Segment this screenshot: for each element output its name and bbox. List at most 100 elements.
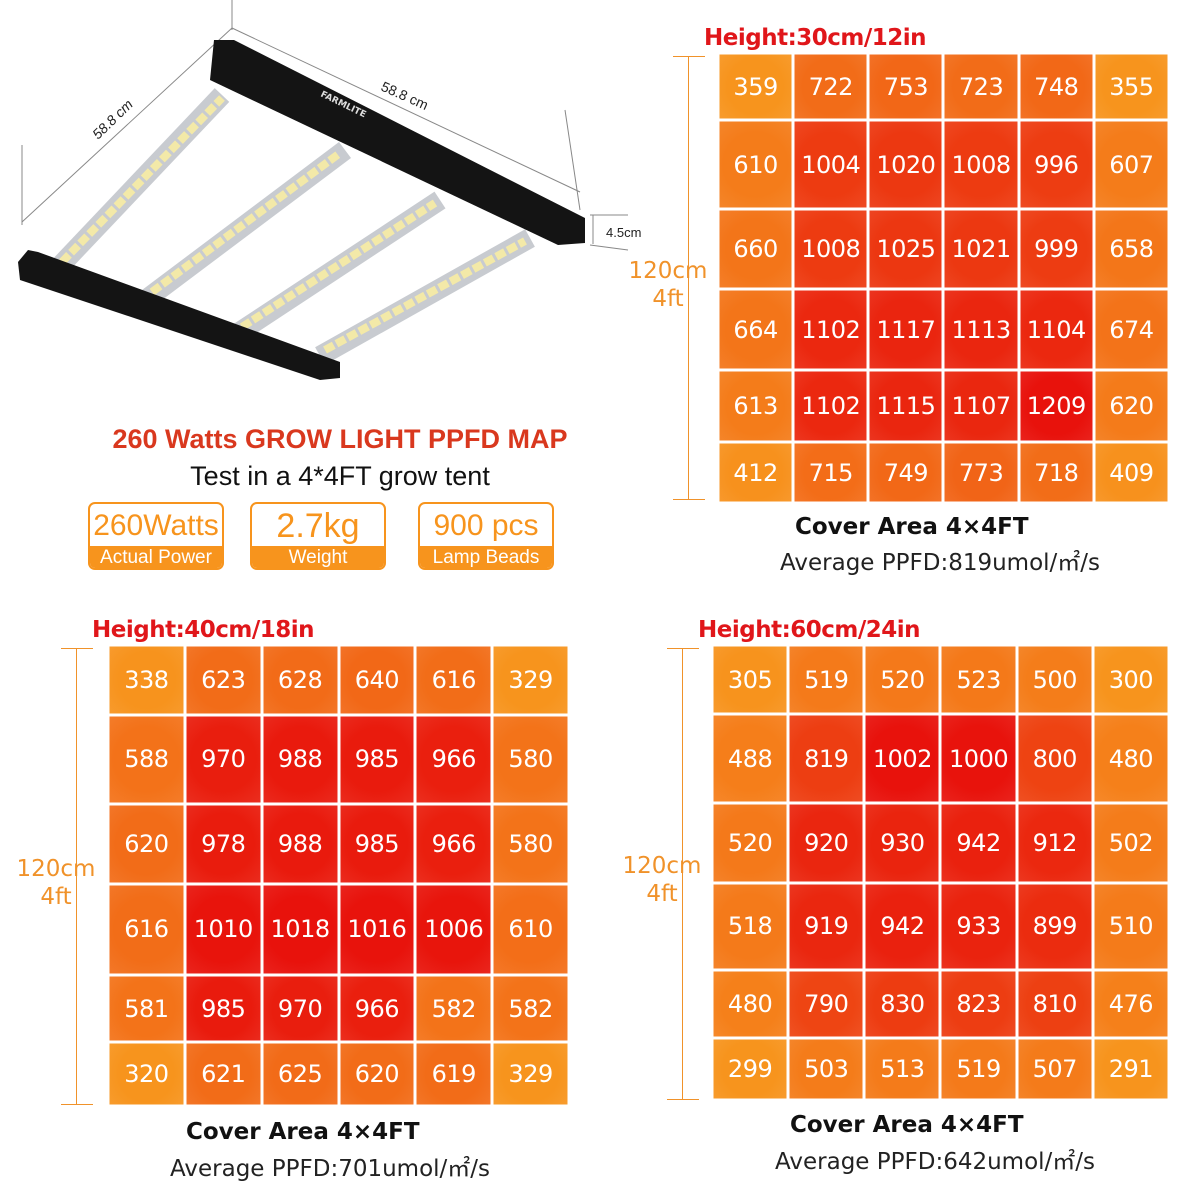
depth-dimension: 58.8 cm (89, 96, 136, 142)
heatmap-cell: 1117 (868, 289, 944, 370)
ppfd-heatmap-40cm: 338 623 628 640 616 329 588 970 988 985 966 580 620 9… (108, 645, 569, 1106)
heatmap-cell: 658 (1093, 209, 1169, 289)
heatmap-cell: 823 (940, 969, 1017, 1038)
heatmap-cell: 412 (718, 442, 794, 503)
heatmap-cell: 919 (788, 882, 865, 970)
heatmap-cell: 920 (788, 803, 865, 883)
heatmap-cell: 476 (1092, 969, 1169, 1038)
heatmap-cell: 616 (108, 884, 185, 975)
heatmap-cell: 338 (108, 645, 185, 715)
heatmap-cell: 1016 (338, 884, 416, 975)
heatmap-cell: 988 (261, 804, 339, 885)
heatmap-cell: 580 (492, 714, 569, 805)
badge-label: Actual Power (90, 546, 222, 568)
heatmap-cell: 1021 (943, 209, 1019, 289)
heatmap-cell: 978 (184, 804, 262, 885)
heatmap-cell: 518 (712, 882, 789, 970)
heatmap-cell: 581 (108, 974, 185, 1043)
heatmap-title: Height:40cm/18in (92, 617, 315, 643)
heatmap-cell: 966 (415, 804, 493, 885)
axis-line (61, 648, 93, 1105)
heatmap-cell: 359 (718, 53, 794, 120)
heatmap-cell: 503 (788, 1037, 865, 1100)
heatmap-cell: 610 (492, 884, 569, 975)
heatmap-cell: 1008 (793, 209, 869, 289)
headline-subtitle: Test in a 4*4FT grow tent (190, 461, 490, 491)
heatmap-cell: 500 (1016, 645, 1093, 715)
heatmap-cell: 513 (864, 1037, 941, 1100)
heatmap-average: Average PPFD:701umol/㎡/s (170, 1156, 491, 1182)
axis-line (667, 648, 699, 1100)
heatmap-cell: 625 (261, 1042, 339, 1106)
heatmap-cell: 409 (1093, 442, 1169, 503)
bottom-bar (18, 250, 340, 380)
heatmap-cell: 899 (1016, 882, 1093, 970)
badge-lamp-beads: 900 pcs Lamp Beads (418, 502, 554, 570)
heatmap-cell: 588 (108, 714, 185, 805)
heatmap-average: Average PPFD:642umol/㎡/s (775, 1149, 1096, 1175)
heatmap-cell: 1115 (868, 370, 944, 442)
heatmap-cell: 810 (1016, 969, 1093, 1038)
heatmap-cell: 753 (868, 53, 944, 120)
badge-label: Lamp Beads (420, 546, 552, 568)
heatmap-cell: 723 (943, 53, 1019, 120)
heatmap-title: Height:60cm/24in (698, 617, 921, 643)
heatmap-cell: 582 (492, 974, 569, 1043)
heatmap-cell: 620 (108, 804, 185, 885)
dimension-lines (21, 0, 629, 251)
badge-label: Weight (252, 546, 384, 568)
grow-light-product-image: FARMLITE 58.8 cm 58.8 cm 4.5cm (18, 0, 641, 380)
heatmap-cell: 996 (1018, 120, 1094, 209)
heatmap-cell: 329 (492, 1042, 569, 1106)
heatmap-cell: 966 (415, 714, 493, 805)
heatmap-cell: 660 (718, 209, 794, 289)
heatmap-cell: 616 (415, 645, 493, 715)
heatmap-cell: 1004 (793, 120, 869, 209)
axis-label-ft: 4ft (646, 881, 678, 907)
heatmap-cell: 520 (864, 645, 941, 715)
heatmap-cell: 619 (415, 1042, 493, 1106)
heatmap-cell: 519 (788, 645, 865, 715)
heatmap-cell: 329 (492, 645, 569, 715)
heatmap-cell: 510 (1092, 882, 1169, 970)
badge-power: 260Watts Actual Power (88, 502, 224, 570)
heatmap-cell: 480 (712, 969, 789, 1038)
heatmap-cell: 613 (718, 370, 794, 442)
heatmap-cell: 1102 (793, 289, 869, 370)
heatmap-cell: 790 (788, 969, 865, 1038)
heatmap-cell: 1102 (793, 370, 869, 442)
height-dimension: 4.5cm (606, 225, 641, 240)
badge-value: 260Watts (93, 509, 219, 542)
width-dimension: 58.8 cm (379, 78, 431, 113)
heatmap-cell: 488 (712, 714, 789, 804)
axis-label-cm: 120cm (622, 853, 702, 879)
heatmap-cell: 933 (940, 882, 1017, 970)
heatmap-cell: 507 (1016, 1037, 1093, 1100)
heatmap-cell: 621 (184, 1042, 262, 1106)
heatmap-cell: 1018 (261, 884, 339, 975)
heatmap-cell: 320 (108, 1042, 185, 1106)
heatmap-cell: 300 (1092, 645, 1169, 715)
badge-value: 2.7kg (276, 507, 360, 545)
heatmap-cell: 674 (1093, 289, 1169, 370)
heatmap-cell: 640 (338, 645, 416, 715)
axis-line (673, 56, 705, 500)
headline-title: 260 Watts GROW LIGHT PPFD MAP (112, 424, 568, 454)
heatmap-cell: 1107 (943, 370, 1019, 442)
heatmap-cell: 749 (868, 442, 944, 503)
light-bars (18, 40, 585, 380)
heatmap-cell: 748 (1018, 53, 1094, 120)
heatmap-cell: 988 (261, 714, 339, 805)
heatmap-cell: 291 (1092, 1037, 1169, 1100)
heatmap-cell: 930 (864, 803, 941, 883)
heatmap-cell: 519 (940, 1037, 1017, 1100)
heatmap-cell: 773 (943, 442, 1019, 503)
heatmap-cell: 355 (1093, 53, 1169, 120)
heatmap-cell: 1209 (1018, 370, 1094, 442)
heatmap-cell: 480 (1092, 714, 1169, 804)
top-bar (210, 40, 585, 245)
heatmap-cell: 970 (184, 714, 262, 805)
badge-value: 900 pcs (433, 509, 539, 542)
heatmap-caption: Cover Area 4×4FT (186, 1119, 420, 1145)
heatmap-cell: 1113 (943, 289, 1019, 370)
